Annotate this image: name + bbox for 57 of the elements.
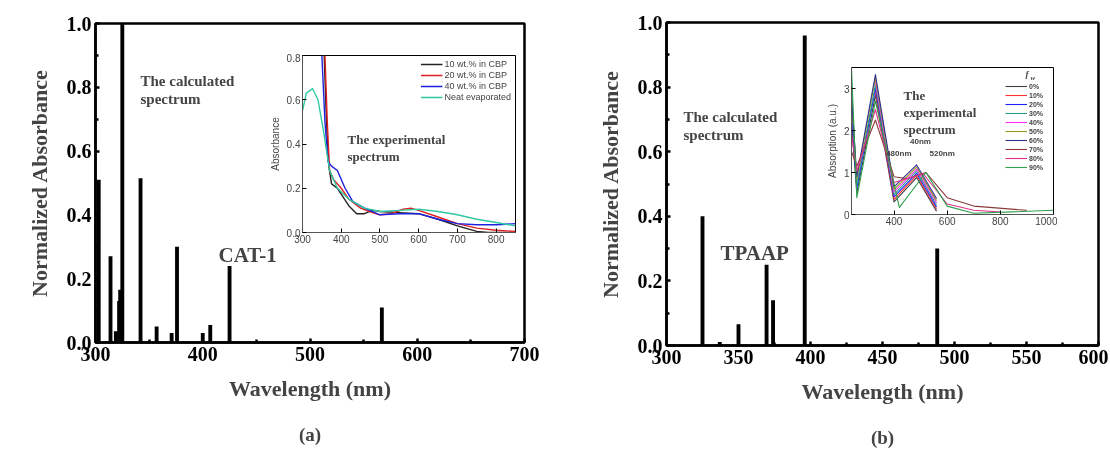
x-tick-label: 450 — [867, 345, 898, 368]
legend-label: 10 wt.% in CBP — [444, 59, 507, 69]
x-tick-label: 600 — [938, 215, 956, 227]
x-tick-label: 700 — [449, 233, 467, 245]
y-tick-label: 0.8 — [66, 76, 92, 99]
x-tick-label: 800 — [487, 233, 505, 245]
x-tick-label: 700 — [509, 342, 540, 365]
x-tick-label: 400 — [332, 233, 351, 245]
y-tick-label: 0.4 — [66, 203, 92, 226]
y-tick-label: 0.6 — [286, 94, 301, 106]
x-tick-label: 1000 — [1035, 215, 1058, 227]
x-tick-label: 600 — [402, 342, 433, 365]
y-tick-label: 1.0 — [637, 11, 663, 34]
annotation: The calculated spectrum — [683, 108, 778, 143]
y-tick-label: 0.8 — [286, 52, 301, 64]
y-axis-title: Normalized Absorbance — [597, 71, 623, 298]
annotation: 520nm — [929, 149, 955, 158]
y-axis-title: Absorbance — [269, 116, 281, 171]
y-tick-label: 0.4 — [637, 205, 663, 228]
x-tick-label: 600 — [1078, 345, 1109, 368]
x-tick-label: 550 — [1011, 345, 1042, 368]
x-tick-label: 500 — [939, 345, 970, 368]
y-tick-label: 0 — [843, 209, 850, 221]
text: (a) — [298, 423, 322, 446]
y-tick-label: 1.0 — [66, 12, 92, 35]
x-axis-title: Wavelength (nm) — [801, 378, 964, 404]
annotation: 40nm — [910, 136, 931, 146]
annotation: CAT-1 — [218, 242, 277, 267]
y-tick-label: 0.6 — [66, 140, 92, 163]
annotation: The experimental spectrum — [347, 131, 446, 164]
annotation: The calculated spectrum — [140, 72, 235, 107]
x-tick-label: 500 — [295, 342, 325, 365]
y-axis-title: Absorption (a.u.) — [826, 104, 838, 178]
x-tick-label: 400 — [885, 215, 903, 227]
y-tick-label: 3 — [843, 83, 850, 95]
x-tick-label: 800 — [992, 215, 1010, 227]
y-tick-label: 0.6 — [637, 140, 663, 163]
legend-label: Neat evaporated — [444, 92, 511, 102]
y-tick-label: 2 — [843, 125, 850, 137]
legend-label: 40 wt.% in CBP — [444, 81, 507, 91]
annotation: The experimental spectrum — [903, 87, 977, 137]
x-tick-label: 400 — [795, 345, 826, 368]
x-axis-title: Wavelength (nm) — [229, 375, 391, 401]
x-tick-label: 600 — [410, 233, 428, 245]
x-tick-label: 350 — [723, 345, 754, 368]
x-tick-label: 500 — [371, 233, 389, 245]
y-tick-label: 0.2 — [637, 269, 663, 292]
y-tick-label: 1 — [843, 167, 850, 179]
y-tick-label: 0.4 — [286, 139, 301, 150]
annotation: TPAAP — [720, 240, 790, 265]
y-tick-label: 0.8 — [637, 76, 663, 99]
y-tick-label: 0.2 — [286, 183, 301, 195]
y-tick-label: 0.2 — [66, 267, 92, 290]
x-tick-label: 400 — [187, 342, 218, 365]
legend-label: 20 wt.% in CBP — [444, 70, 507, 80]
text: (b) — [870, 426, 895, 449]
y-axis-title: Normalized Absorbance — [26, 70, 52, 297]
